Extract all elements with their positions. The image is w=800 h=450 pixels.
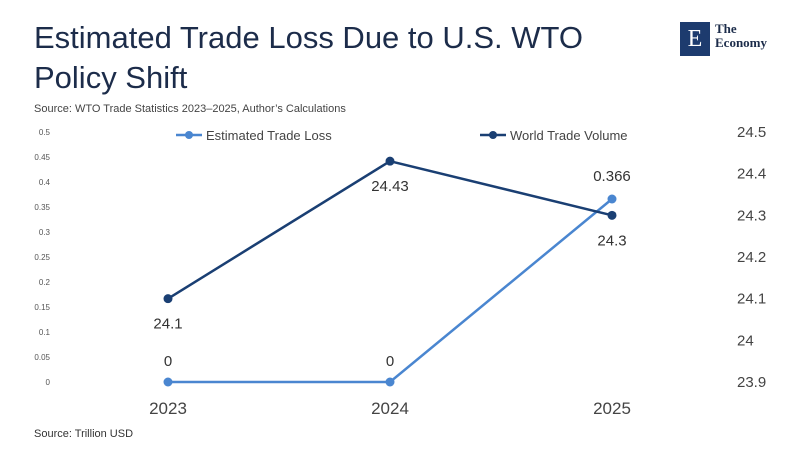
legend-world-trade-volume-label: World Trade Volume	[510, 128, 628, 143]
left-axis-tick-label: 0.25	[34, 253, 50, 262]
right-axis-tick-label: 24	[737, 332, 754, 349]
data-point	[607, 194, 617, 204]
data-label: 0	[386, 353, 394, 370]
left-axis-tick-label: 0.45	[34, 153, 50, 162]
x-axis-tick-label: 2024	[371, 399, 409, 418]
left-axis-tick-label: 0.2	[39, 278, 51, 287]
data-point	[607, 210, 617, 220]
source-note: Source: Trillion USD	[34, 428, 134, 440]
right-axis-tick-label: 24.2	[737, 249, 766, 266]
right-axis-tick-label: 24.3	[737, 207, 766, 224]
x-axis-tick-label: 2025	[593, 399, 631, 418]
data-label: 0.366	[593, 168, 631, 185]
left-axis-tick-label: 0.1	[39, 328, 51, 337]
brand-logo: E The Economy	[680, 22, 767, 56]
legend-estimated-trade-loss-marker	[185, 131, 193, 139]
right-axis-tick-label: 24.4	[737, 166, 766, 183]
left-axis-tick-label: 0.4	[39, 178, 51, 187]
x-axis-tick-label: 2023	[149, 399, 187, 418]
left-axis-tick-label: 0.35	[34, 203, 50, 212]
logo-letter: E	[680, 22, 710, 56]
right-axis-tick-label: 24.5	[737, 124, 766, 141]
right-axis-tick-label: 24.1	[737, 291, 766, 308]
left-axis-tick-label: 0.3	[39, 228, 51, 237]
legend-world-trade-volume-marker	[489, 131, 497, 139]
left-axis-tick-label: 0.15	[34, 303, 50, 312]
data-label: 0	[164, 353, 172, 370]
chart-subtitle: Source: WTO Trade Statistics 2023–2025, …	[34, 103, 346, 115]
logo-line-1: The	[715, 21, 737, 36]
data-point	[385, 156, 395, 166]
logo-line-2: Economy	[715, 35, 767, 50]
left-axis-tick-label: 0.05	[34, 353, 50, 362]
data-label: 24.3	[597, 232, 626, 249]
data-point	[163, 294, 173, 304]
data-label: 24.1	[153, 316, 182, 333]
chart-title: Estimated Trade Loss Due to U.S. WTO Pol…	[34, 20, 584, 95]
left-axis-tick-label: 0	[46, 378, 51, 387]
legend-estimated-trade-loss-label: Estimated Trade Loss	[206, 128, 332, 143]
right-axis-tick-label: 23.9	[737, 374, 766, 391]
left-axis-tick-label: 0.5	[39, 128, 51, 137]
data-point	[385, 377, 395, 387]
data-point	[163, 377, 173, 387]
data-label: 24.43	[371, 178, 409, 195]
